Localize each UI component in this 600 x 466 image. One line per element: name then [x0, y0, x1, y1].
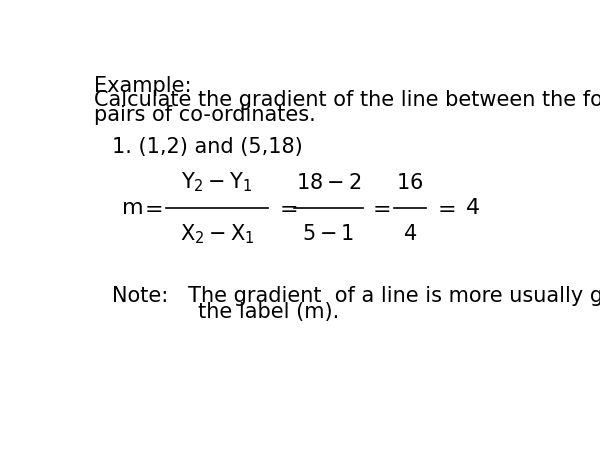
Text: $=$: $=$	[140, 199, 163, 219]
Text: Example:: Example:	[94, 75, 191, 96]
Text: $\mathregular{16}$: $\mathregular{16}$	[396, 172, 424, 192]
Text: $\mathregular{5 - 1}$: $\mathregular{5 - 1}$	[302, 224, 355, 244]
Text: 1. (1,2) and (5,18): 1. (1,2) and (5,18)	[112, 137, 303, 157]
Text: $\mathregular{Y_2 - Y_1}$: $\mathregular{Y_2 - Y_1}$	[181, 171, 253, 194]
Text: $=$: $=$	[275, 199, 298, 219]
Text: m: m	[121, 199, 143, 219]
Text: the label (m).: the label (m).	[112, 302, 340, 322]
Text: Calculate the gradient of the line between the following: Calculate the gradient of the line betwe…	[94, 90, 600, 110]
Text: $=$: $=$	[368, 199, 391, 219]
Text: $\mathregular{X_2 - X_1}$: $\mathregular{X_2 - X_1}$	[179, 222, 254, 246]
Text: Note:   The gradient  of a line is more usually given: Note: The gradient of a line is more usu…	[112, 286, 600, 306]
Text: $\mathregular{4}$: $\mathregular{4}$	[465, 199, 480, 219]
Text: $=$: $=$	[433, 199, 456, 219]
Text: $\mathregular{18 - 2}$: $\mathregular{18 - 2}$	[296, 172, 361, 192]
Text: $\mathregular{4}$: $\mathregular{4}$	[403, 224, 417, 244]
Text: pairs of co-ordinates.: pairs of co-ordinates.	[94, 105, 316, 125]
